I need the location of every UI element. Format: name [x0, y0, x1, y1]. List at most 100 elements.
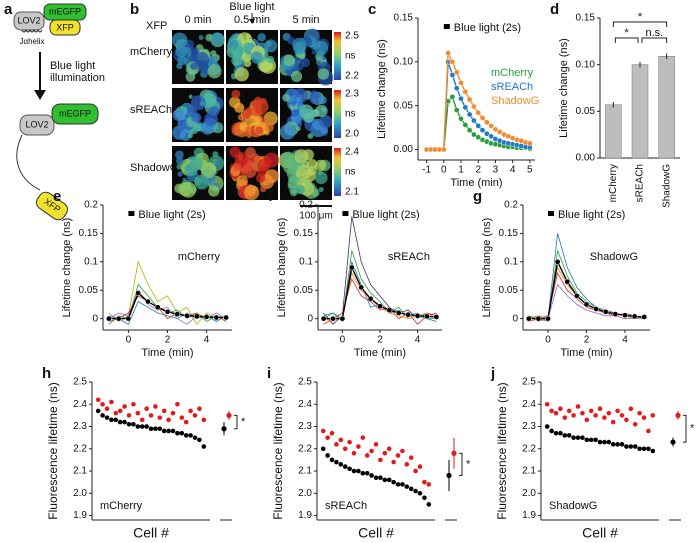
image-blob	[208, 185, 220, 197]
image-blob	[303, 112, 315, 123]
point	[408, 455, 414, 460]
point	[574, 293, 580, 299]
image-blob	[229, 96, 241, 108]
image-blob	[294, 149, 309, 164]
y-tick-label: 0	[307, 313, 313, 324]
point	[395, 482, 401, 487]
point	[453, 85, 460, 91]
point	[445, 50, 451, 56]
stimulus-label: Blue light (2s)	[352, 209, 419, 221]
point	[367, 295, 374, 302]
y-tick-label: 0.15	[394, 13, 414, 24]
point	[637, 446, 642, 452]
x-tick-label: 2	[584, 335, 590, 346]
point	[183, 433, 189, 438]
point	[488, 133, 494, 140]
point	[453, 69, 460, 76]
colorbar-unit: ns	[345, 51, 356, 62]
image-blob	[266, 55, 275, 64]
point	[641, 446, 647, 452]
point	[471, 103, 477, 110]
image-blob	[319, 115, 333, 129]
image-blob	[241, 109, 252, 119]
point	[449, 94, 456, 100]
panel-label: e	[53, 188, 61, 205]
point	[414, 312, 421, 319]
point	[610, 442, 616, 447]
x-tick-label: 0	[340, 335, 346, 346]
series-line	[528, 266, 645, 320]
point	[449, 58, 456, 65]
image-panel: b XFP Blue light 100 μm mCherry 2.5 ns 2.2 s…	[130, 1, 359, 222]
image-blob	[252, 186, 258, 192]
y-tick-label: 0.15	[576, 13, 596, 24]
point	[364, 470, 370, 476]
panel-label: g	[473, 188, 482, 205]
point	[325, 453, 330, 458]
point	[164, 308, 171, 315]
panel-inner-label: mCherry	[100, 500, 143, 512]
point	[433, 314, 440, 320]
x-tick-label: 4	[510, 165, 516, 176]
stimulus-label: illumination	[50, 72, 105, 84]
series-line	[323, 265, 437, 320]
image-blob	[310, 90, 319, 99]
point	[571, 413, 576, 418]
point	[593, 437, 598, 443]
image-blob	[190, 47, 199, 55]
image-blob	[311, 49, 317, 55]
point	[386, 477, 392, 483]
diagram: a LOV2 mEGFP XFP Jαhelix Blue light illu…	[4, 1, 105, 221]
image-blob	[177, 171, 183, 177]
y-tick-label: 0.2	[84, 200, 98, 211]
x-tick-label: 3	[493, 165, 499, 176]
point	[122, 419, 127, 425]
point	[646, 428, 651, 434]
point	[192, 435, 198, 440]
x-tick-label: 2	[475, 165, 481, 176]
point	[400, 482, 405, 487]
image-blob	[264, 122, 274, 132]
panel-label: c	[368, 1, 376, 18]
stimulus-label: Blue light (2s)	[454, 22, 521, 34]
point	[554, 258, 561, 265]
point	[184, 312, 190, 319]
point	[564, 278, 571, 285]
point	[458, 115, 464, 122]
point	[378, 475, 383, 481]
image-blob	[295, 185, 306, 195]
y-tick-label: 0.05	[294, 285, 314, 296]
point	[104, 415, 110, 420]
image-blob	[307, 133, 314, 139]
image-blob	[198, 35, 204, 40]
image-blob	[254, 116, 262, 124]
image-blob	[190, 95, 206, 111]
megfp-shape	[51, 103, 99, 125]
y-tick-label: 0.1	[504, 256, 518, 267]
point	[404, 484, 410, 489]
image-blob	[302, 168, 316, 183]
point	[549, 428, 554, 434]
image-blob	[241, 52, 252, 63]
point	[170, 428, 176, 434]
y-tick-label: 0.2	[299, 200, 313, 211]
y-tick-label: 0.05	[499, 285, 519, 296]
lov2-shape	[13, 11, 45, 31]
point	[157, 426, 163, 432]
image-blob	[287, 178, 299, 189]
image-blob	[291, 109, 299, 117]
image-blob	[290, 70, 303, 83]
image-blob	[187, 133, 193, 139]
image-blob	[242, 42, 253, 53]
image-blob	[246, 132, 252, 138]
image-blob	[176, 164, 182, 170]
point	[602, 439, 607, 445]
x-tick-label: 2	[165, 335, 171, 346]
point	[475, 109, 482, 116]
linker	[16, 134, 41, 191]
summary-point	[226, 412, 232, 418]
significance-label: *	[466, 458, 471, 470]
image-blob	[283, 158, 299, 175]
point	[135, 410, 141, 416]
x-axis-title: Time (min)	[450, 177, 502, 189]
